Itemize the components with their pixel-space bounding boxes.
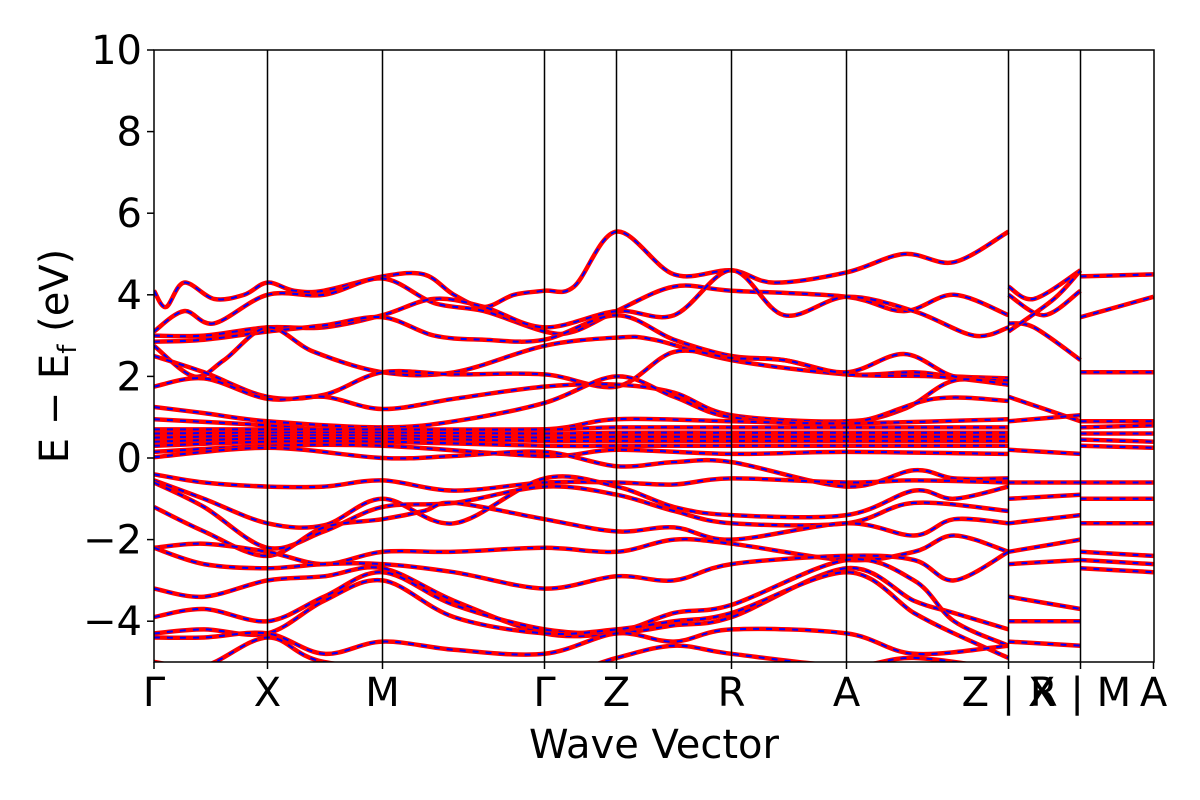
band-line-overlay-36 — [1008, 493, 1081, 500]
y-tick-label-7: −2 — [83, 518, 142, 564]
y-axis-title-main: E − E — [32, 354, 78, 464]
x-tick-label-7: A — [833, 670, 861, 716]
band-line-overlay-32 — [1008, 395, 1081, 423]
band-line-overlay-18 — [154, 475, 1009, 529]
band-line-44 — [1079, 294, 1154, 320]
x-tick-label-6: R — [718, 670, 746, 716]
x-tick-label-9: R | M — [1030, 670, 1131, 716]
plot-frame — [153, 49, 1155, 663]
band-line-overlay-5 — [154, 326, 1009, 386]
band-line-overlay-34 — [1008, 448, 1081, 455]
band-line-overlay-39 — [1008, 559, 1081, 566]
y-axis-title-subscript: f — [53, 344, 83, 354]
band-line-overlay-47 — [1080, 424, 1154, 429]
x-axis-title: Wave Vector — [529, 722, 780, 768]
x-tick-label-8: Z | X — [962, 670, 1056, 716]
band-line-overlay-38 — [1008, 538, 1081, 553]
band-line-overlay-22 — [154, 546, 1009, 590]
y-tick-label-5: 2 — [117, 354, 142, 400]
band-line-4 — [154, 312, 1009, 381]
band-line-overlay-56 — [1080, 567, 1154, 574]
band-line-56 — [1080, 565, 1154, 575]
band-line-38 — [1008, 537, 1081, 555]
band-line-55 — [1080, 557, 1154, 567]
band-line-42 — [1008, 639, 1081, 648]
band-line-overlay-20 — [154, 501, 1009, 557]
band-line-overlay-21 — [154, 534, 1009, 566]
y-axis-title-unit: (eV) — [32, 249, 78, 345]
band-line-10 — [154, 425, 1009, 432]
band-line-overlay-42 — [1008, 640, 1081, 647]
band-line-47 — [1080, 423, 1154, 430]
band-line-overlay-26 — [154, 627, 1009, 656]
band-line-overlay-37 — [1008, 514, 1081, 525]
x-tick-label-3: M — [365, 670, 400, 716]
band-line-19 — [154, 480, 1009, 551]
band-line-overlay-28 — [1007, 269, 1082, 301]
y-tick-label-2: 8 — [117, 110, 142, 156]
y-tick-label-3: 6 — [117, 191, 142, 237]
band-line-50 — [1080, 443, 1154, 451]
x-tick-label-2: X — [254, 670, 281, 716]
band-line-overlay-31 — [1007, 269, 1082, 333]
band-line-overlay-1 — [154, 230, 1009, 309]
band-line-overlay-17 — [154, 473, 1009, 492]
y-tick-label-4: 4 — [117, 273, 142, 319]
y-tick-label-6: 0 — [117, 436, 142, 482]
x-tick-label-5: Z — [603, 670, 630, 716]
band-line-overlay-44 — [1080, 295, 1154, 319]
band-line-overlay-43 — [1080, 273, 1154, 278]
band-line-39 — [1008, 557, 1081, 567]
band-line-overlay-55 — [1080, 559, 1154, 566]
band-line-overlay-16 — [154, 446, 1009, 488]
high-symmetry-lines — [266, 50, 1082, 662]
band-line-overlay-49 — [1080, 438, 1154, 443]
band-line-33 — [1008, 412, 1081, 424]
band-line-overlay-25 — [154, 571, 1009, 659]
band-line-40 — [1008, 594, 1081, 612]
y-tick-label-8: −4 — [83, 599, 142, 645]
x-tick-label-1: Γ — [143, 670, 166, 716]
x-tick-label-10: A — [1140, 670, 1168, 716]
band-line-overlay-23 — [154, 566, 1009, 638]
y-axis-ticks: 10 8 6 4 2 0 −2 −4 — [83, 28, 154, 645]
band-line-49 — [1080, 437, 1154, 444]
band-line-overlay-6 — [154, 349, 1009, 400]
band-line-overlay-29 — [1007, 289, 1082, 317]
band-line-34 — [1008, 447, 1081, 457]
band-line-overlay-24 — [154, 558, 1009, 647]
band-line-overlay-54 — [1080, 550, 1154, 557]
band-line-36 — [1008, 492, 1081, 502]
y-axis-title: E − Ef (eV) — [32, 249, 83, 464]
band-line-1 — [154, 229, 1010, 310]
band-line-30 — [1008, 321, 1082, 362]
band-line-54 — [1080, 549, 1154, 559]
band-line-43 — [1080, 272, 1154, 279]
band-line-overlay-50 — [1080, 444, 1154, 449]
band-lines — [154, 229, 1154, 662]
band-line-overlay-30 — [1008, 322, 1082, 361]
band-line-overlay-40 — [1008, 595, 1081, 610]
band-line-37 — [1008, 512, 1081, 526]
x-tick-label-4: Γ — [533, 670, 556, 716]
y-tick-label-1: 10 — [91, 28, 142, 74]
band-line-overlay-33 — [1008, 414, 1081, 423]
